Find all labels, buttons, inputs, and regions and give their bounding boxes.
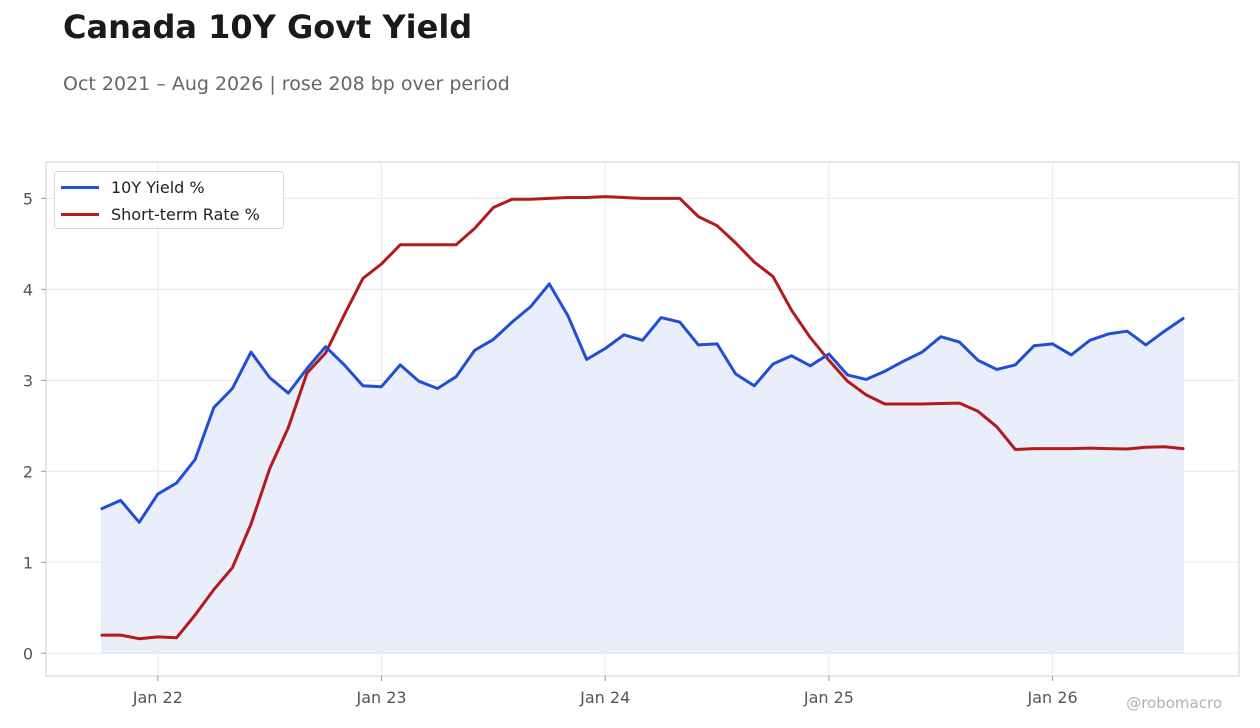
- series-line-yield: [100, 282, 1185, 524]
- watermark: @robomacro: [1126, 694, 1222, 712]
- legend-swatch-yield: [61, 185, 99, 189]
- y-tick-label: 2: [23, 462, 33, 481]
- legend-label-rate: Short-term Rate %: [111, 204, 260, 224]
- x-tick-label: Jan 25: [803, 688, 854, 707]
- legend-label-yield: 10Y Yield %: [111, 177, 205, 197]
- legend-swatch-rate: [61, 212, 99, 216]
- y-tick-label: 0: [23, 644, 33, 663]
- y-tick-label: 1: [23, 553, 33, 572]
- y-tick-label: 4: [23, 280, 33, 299]
- x-tick-label: Jan 26: [1027, 688, 1078, 707]
- y-tick-label: 3: [23, 371, 33, 390]
- chart-legend: 10Y Yield % Short-term Rate %: [54, 171, 284, 229]
- chart-title: Canada 10Y Govt Yield: [63, 8, 473, 46]
- chart-subtitle: Oct 2021 – Aug 2026 | rose 208 bp over p…: [63, 73, 510, 95]
- x-tick-label: Jan 23: [355, 688, 406, 707]
- series-line-short-rate: [100, 195, 1185, 641]
- legend-item-rate: Short-term Rate %: [61, 204, 260, 224]
- y-tick-label: 5: [23, 189, 33, 208]
- x-tick-label: Jan 22: [132, 688, 183, 707]
- x-tick-label: Jan 24: [579, 688, 630, 707]
- legend-item-yield: 10Y Yield %: [61, 177, 205, 197]
